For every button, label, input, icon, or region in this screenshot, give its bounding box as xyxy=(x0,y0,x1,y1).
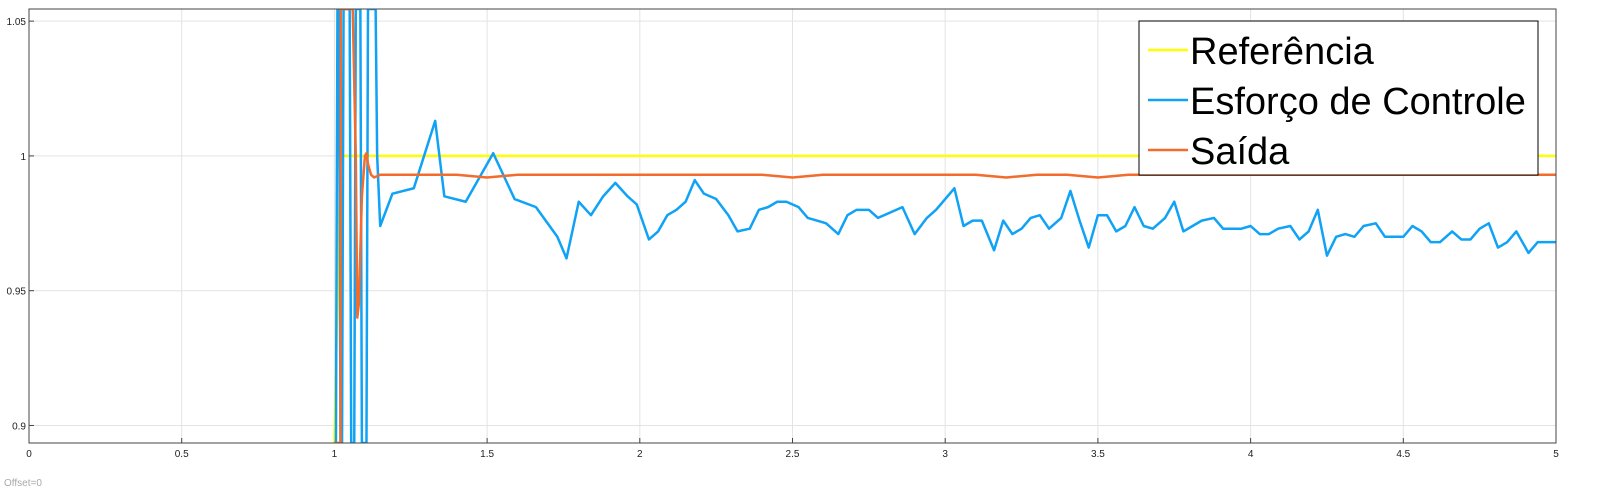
plot-frame xyxy=(28,8,1557,444)
x-tick-label: 3 xyxy=(942,449,948,460)
legend-label: Esforço de Controle xyxy=(1190,81,1526,123)
series-line-2 xyxy=(334,9,1556,443)
tick-labels: 0 0.5 1 1.5 2 2.5 3 3.5 4 4.5 5 0.9 0.95 1 1.05 xyxy=(7,17,1560,460)
x-tick-label: 5 xyxy=(1553,449,1559,460)
x-tick-label: 0 xyxy=(26,449,32,460)
x-tick-label: 4.5 xyxy=(1396,449,1410,460)
legend: Referência Esforço de Controle Saída xyxy=(1138,20,1539,176)
legend-box xyxy=(1138,20,1539,176)
legend-label: Saída xyxy=(1190,131,1290,173)
y-tick-label: 1.05 xyxy=(7,17,27,28)
x-tick-label: 1.5 xyxy=(480,449,494,460)
x-tick-label: 0.5 xyxy=(175,449,189,460)
legend-label: Referência xyxy=(1190,31,1375,73)
x-tick-label: 3.5 xyxy=(1091,449,1105,460)
x-tick-label: 1 xyxy=(332,449,338,460)
x-tick-label: 2 xyxy=(637,449,643,460)
x-tick-label: 2.5 xyxy=(786,449,800,460)
x-tick-label: 4 xyxy=(1248,449,1254,460)
y-tick-label: 1 xyxy=(20,152,26,163)
y-tick-label: 0.9 xyxy=(12,421,26,432)
offset-label: Offset=0 xyxy=(4,478,42,489)
y-tick-label: 0.95 xyxy=(7,287,27,298)
